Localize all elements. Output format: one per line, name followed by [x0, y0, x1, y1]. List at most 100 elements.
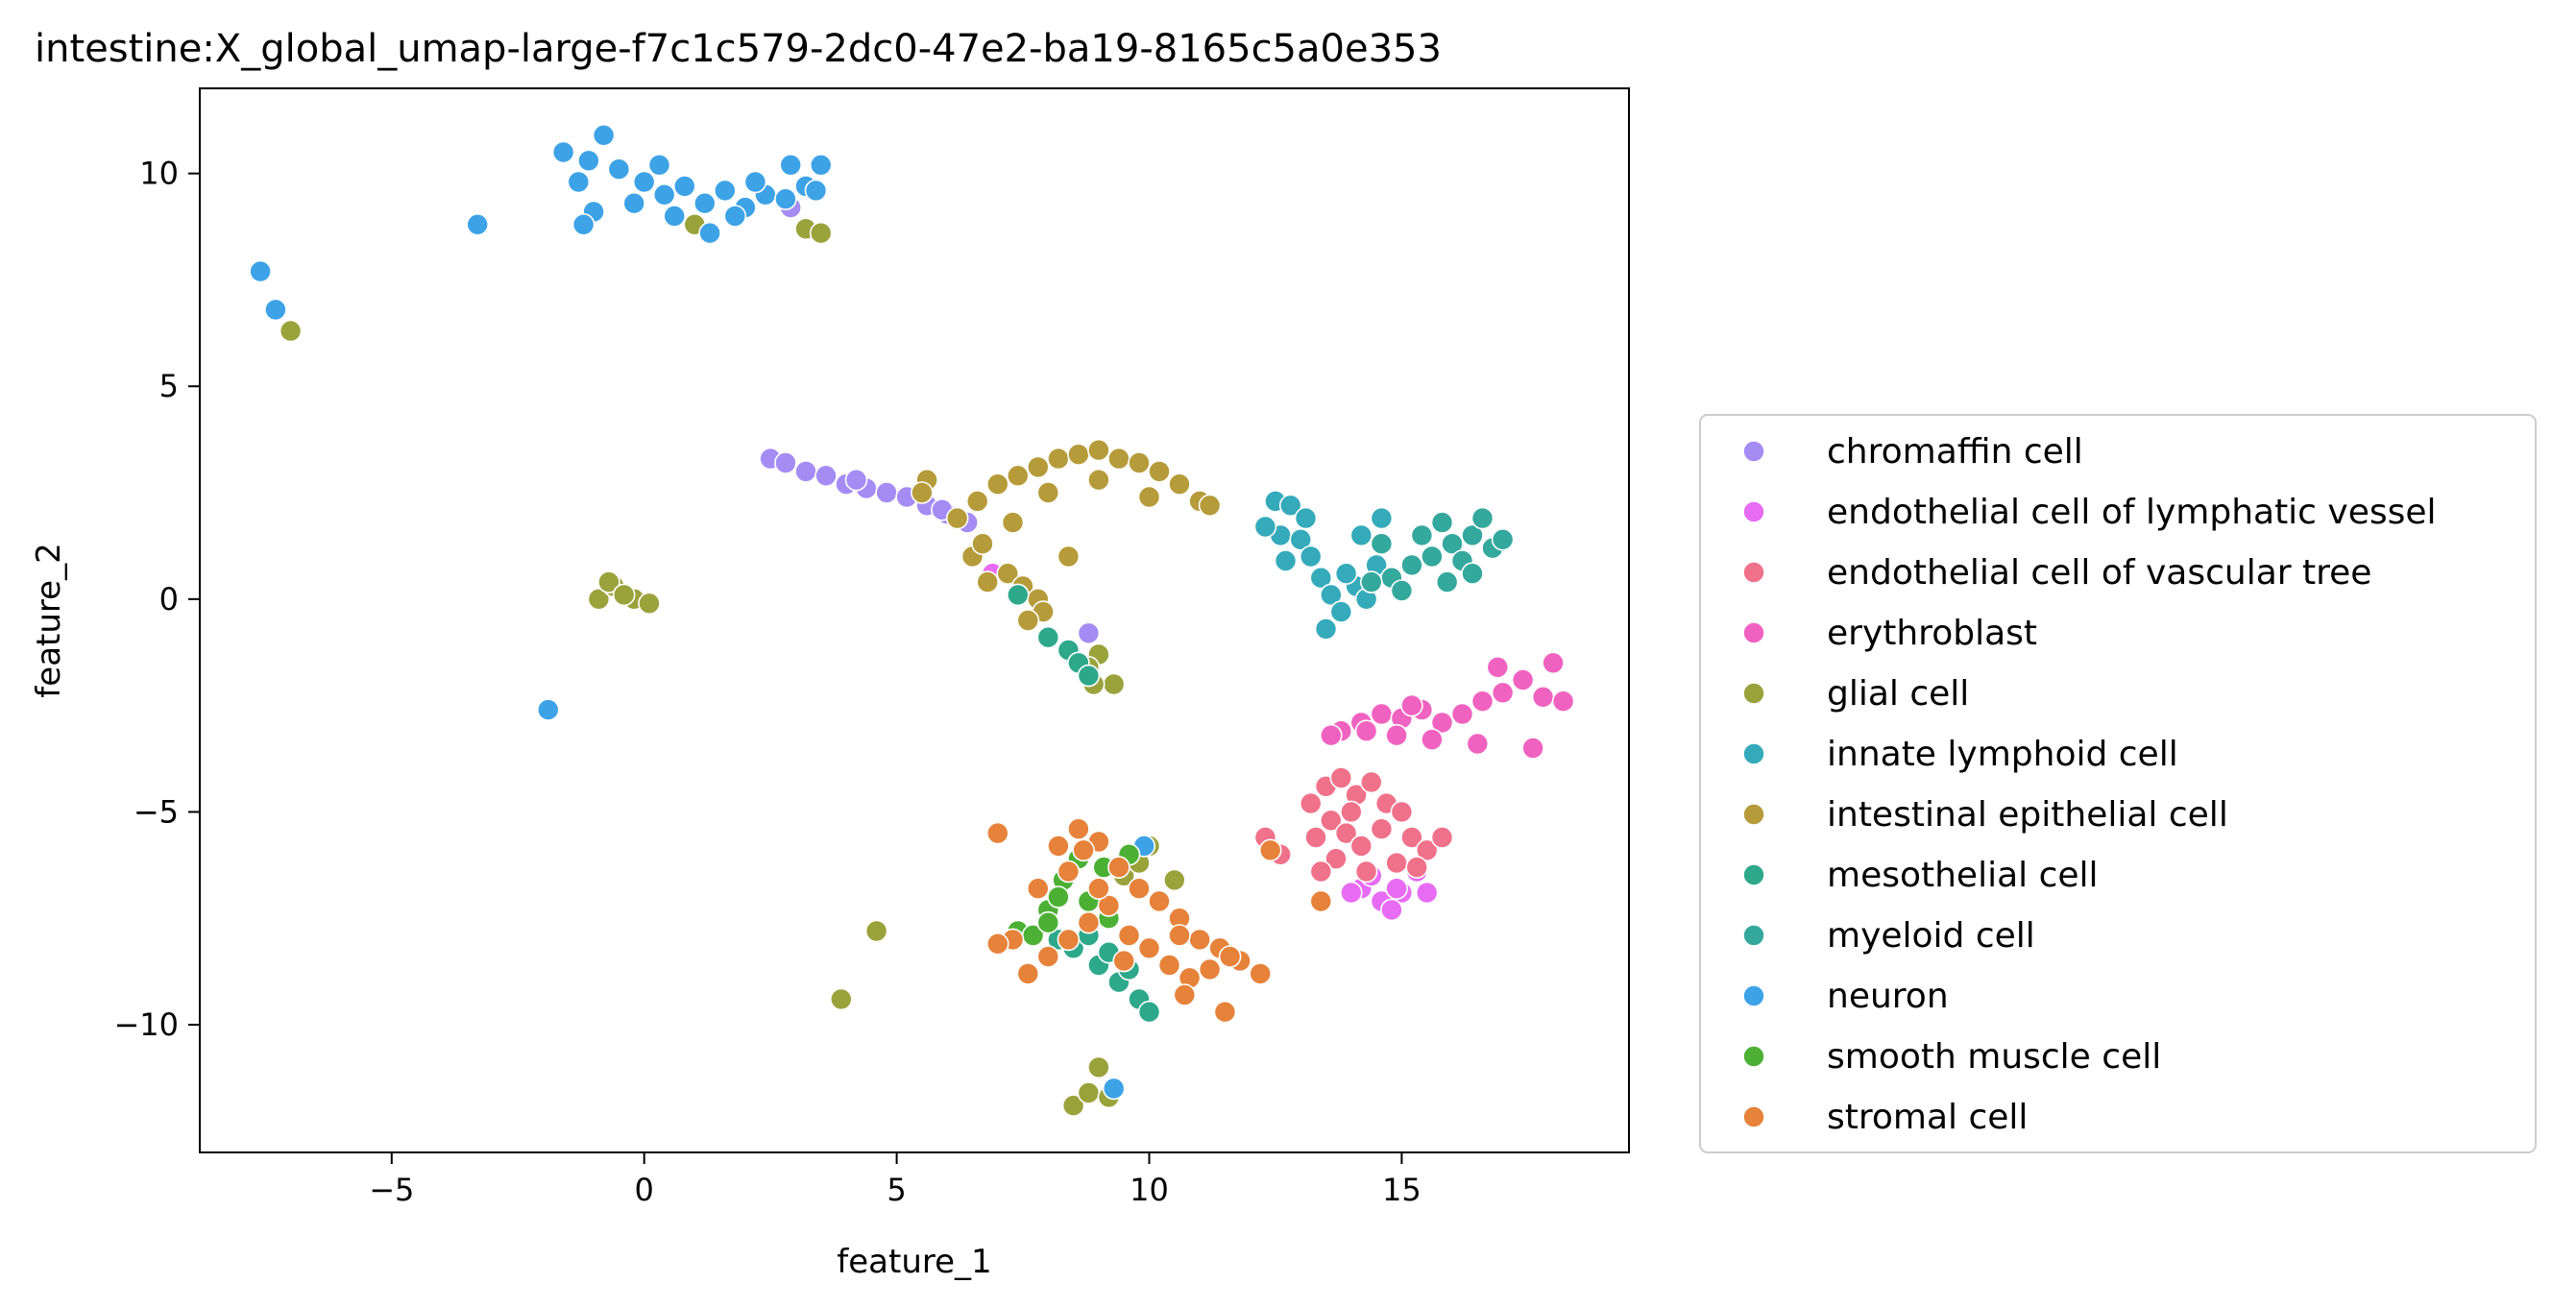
point-innate-lymphoid-cell — [1274, 549, 1298, 572]
point-neuron — [607, 157, 631, 181]
legend-item-endothelial-cell-of-vascular-tree: endothelial cell of vascular tree — [1742, 553, 2371, 593]
point-erythroblast — [1400, 693, 1423, 717]
point-intestinal-epithelial-cell — [1027, 455, 1050, 479]
series-stromal-cell — [986, 817, 1333, 1024]
legend-marker — [1742, 440, 1765, 463]
point-stromal-cell — [1188, 928, 1211, 952]
point-endothelial-cell-of-vascular-tree — [1430, 826, 1454, 849]
point-myeloid-cell — [1491, 527, 1515, 551]
point-glial-cell — [612, 583, 636, 607]
point-neuron — [466, 213, 490, 236]
point-stromal-cell — [1112, 949, 1135, 973]
point-myeloid-cell — [1461, 523, 1484, 547]
point-erythroblast — [1354, 719, 1378, 743]
point-glial-cell — [1077, 1081, 1101, 1104]
point-innate-lymphoid-cell — [1294, 506, 1318, 530]
legend-item-smooth-muscle-cell: smooth muscle cell — [1742, 1037, 2161, 1077]
point-innate-lymphoid-cell — [1289, 527, 1312, 551]
point-erythroblast — [1542, 651, 1565, 675]
point-glial-cell — [1163, 868, 1186, 892]
y-tick-label: 0 — [159, 581, 179, 618]
point-myeloid-cell — [1470, 506, 1495, 530]
point-erythroblast — [1430, 711, 1454, 735]
point-endothelial-cell-of-vascular-tree — [1304, 826, 1327, 849]
point-neuron — [571, 213, 595, 236]
legend-label: endothelial cell of lymphatic vessel — [1827, 493, 2437, 532]
point-intestinal-epithelial-cell — [1107, 447, 1130, 471]
point-erythroblast — [1320, 723, 1343, 747]
point-glial-cell — [829, 987, 853, 1011]
point-intestinal-epithelial-cell — [1047, 447, 1070, 471]
point-endothelial-cell-of-vascular-tree — [1309, 860, 1333, 884]
point-glial-cell — [1061, 1094, 1085, 1117]
series-chromaffin-cell — [759, 196, 1101, 645]
point-erythroblast — [1450, 702, 1474, 726]
point-glial-cell — [1102, 672, 1126, 696]
legend-marker — [1742, 803, 1765, 826]
point-stromal-cell — [1057, 860, 1081, 884]
point-neuron — [672, 175, 696, 198]
point-neuron — [713, 179, 737, 203]
point-neuron — [536, 698, 560, 721]
y-axis-label: feature_2 — [30, 543, 68, 697]
legend-marker — [1742, 1105, 1765, 1128]
point-glial-cell — [809, 221, 833, 245]
point-endothelial-cell-of-vascular-tree — [1340, 800, 1363, 824]
point-neuron — [622, 191, 646, 215]
point-endothelial-cell-of-vascular-tree — [1405, 856, 1428, 879]
legend-marker — [1742, 863, 1765, 886]
point-innate-lymphoid-cell — [1349, 523, 1373, 547]
point-innate-lymphoid-cell — [1253, 515, 1277, 539]
point-intestinal-epithelial-cell — [1168, 472, 1191, 497]
point-intestinal-epithelial-cell — [911, 481, 934, 504]
point-erythroblast — [1491, 681, 1515, 705]
point-innate-lymphoid-cell — [1278, 494, 1302, 518]
point-innate-lymphoid-cell — [1320, 583, 1343, 607]
legend-item-intestinal-epithelial-cell: intestinal epithelial cell — [1742, 795, 2228, 835]
point-stromal-cell — [986, 932, 1009, 956]
point-erythroblast — [1531, 685, 1555, 709]
point-endothelial-cell-of-vascular-tree — [1385, 851, 1408, 875]
point-myeloid-cell — [1435, 570, 1459, 593]
point-myeloid-cell — [1441, 532, 1464, 556]
point-endothelial-cell-of-lymphatic-vessel — [1415, 881, 1439, 905]
point-intestinal-epithelial-cell — [1087, 438, 1110, 462]
point-chromaffin-cell — [1077, 621, 1101, 645]
legend-item-endothelial-cell-of-lymphatic-vessel: endothelial cell of lymphatic vessel — [1742, 493, 2437, 532]
point-stromal-cell — [1249, 962, 1272, 985]
point-endothelial-cell-of-vascular-tree — [1334, 821, 1358, 845]
point-intestinal-epithelial-cell — [1057, 545, 1081, 569]
legend-label: stromal cell — [1827, 1098, 2028, 1137]
legend-item-glial-cell: glial cell — [1742, 674, 1969, 714]
x-tick-label: −5 — [369, 1172, 414, 1208]
point-neuron — [577, 149, 600, 173]
legend-marker — [1742, 500, 1765, 523]
point-intestinal-epithelial-cell — [971, 532, 994, 556]
point-endothelial-cell-of-vascular-tree — [1370, 817, 1394, 841]
point-intestinal-epithelial-cell — [976, 570, 999, 593]
point-endothelial-cell-of-lymphatic-vessel — [1340, 881, 1363, 905]
point-intestinal-epithelial-cell — [1198, 494, 1222, 518]
point-myeloid-cell — [1430, 511, 1454, 534]
y-tick-label: 5 — [159, 368, 179, 404]
point-stromal-cell — [1107, 856, 1130, 879]
point-stromal-cell — [986, 821, 1009, 845]
legend-item-stromal-cell: stromal cell — [1742, 1098, 2028, 1137]
legend-marker — [1742, 682, 1765, 705]
legend-item-neuron: neuron — [1742, 977, 1949, 1016]
point-chromaffin-cell — [774, 451, 797, 474]
point-intestinal-epithelial-cell — [1001, 511, 1025, 534]
point-neuron — [551, 140, 575, 164]
point-neuron — [774, 187, 797, 210]
point-innate-lymphoid-cell — [1370, 506, 1394, 530]
point-stromal-cell — [1077, 910, 1101, 934]
point-myeloid-cell — [1390, 579, 1414, 602]
x-tick-label: 15 — [1382, 1172, 1422, 1208]
series-intestinal-epithelial-cell — [911, 438, 1222, 632]
legend-marker — [1742, 984, 1765, 1007]
legend-label: erythroblast — [1827, 614, 2037, 653]
series-glial-cell — [279, 213, 1186, 1117]
point-endothelial-cell-of-vascular-tree — [1390, 800, 1414, 824]
point-stromal-cell — [1157, 954, 1181, 977]
